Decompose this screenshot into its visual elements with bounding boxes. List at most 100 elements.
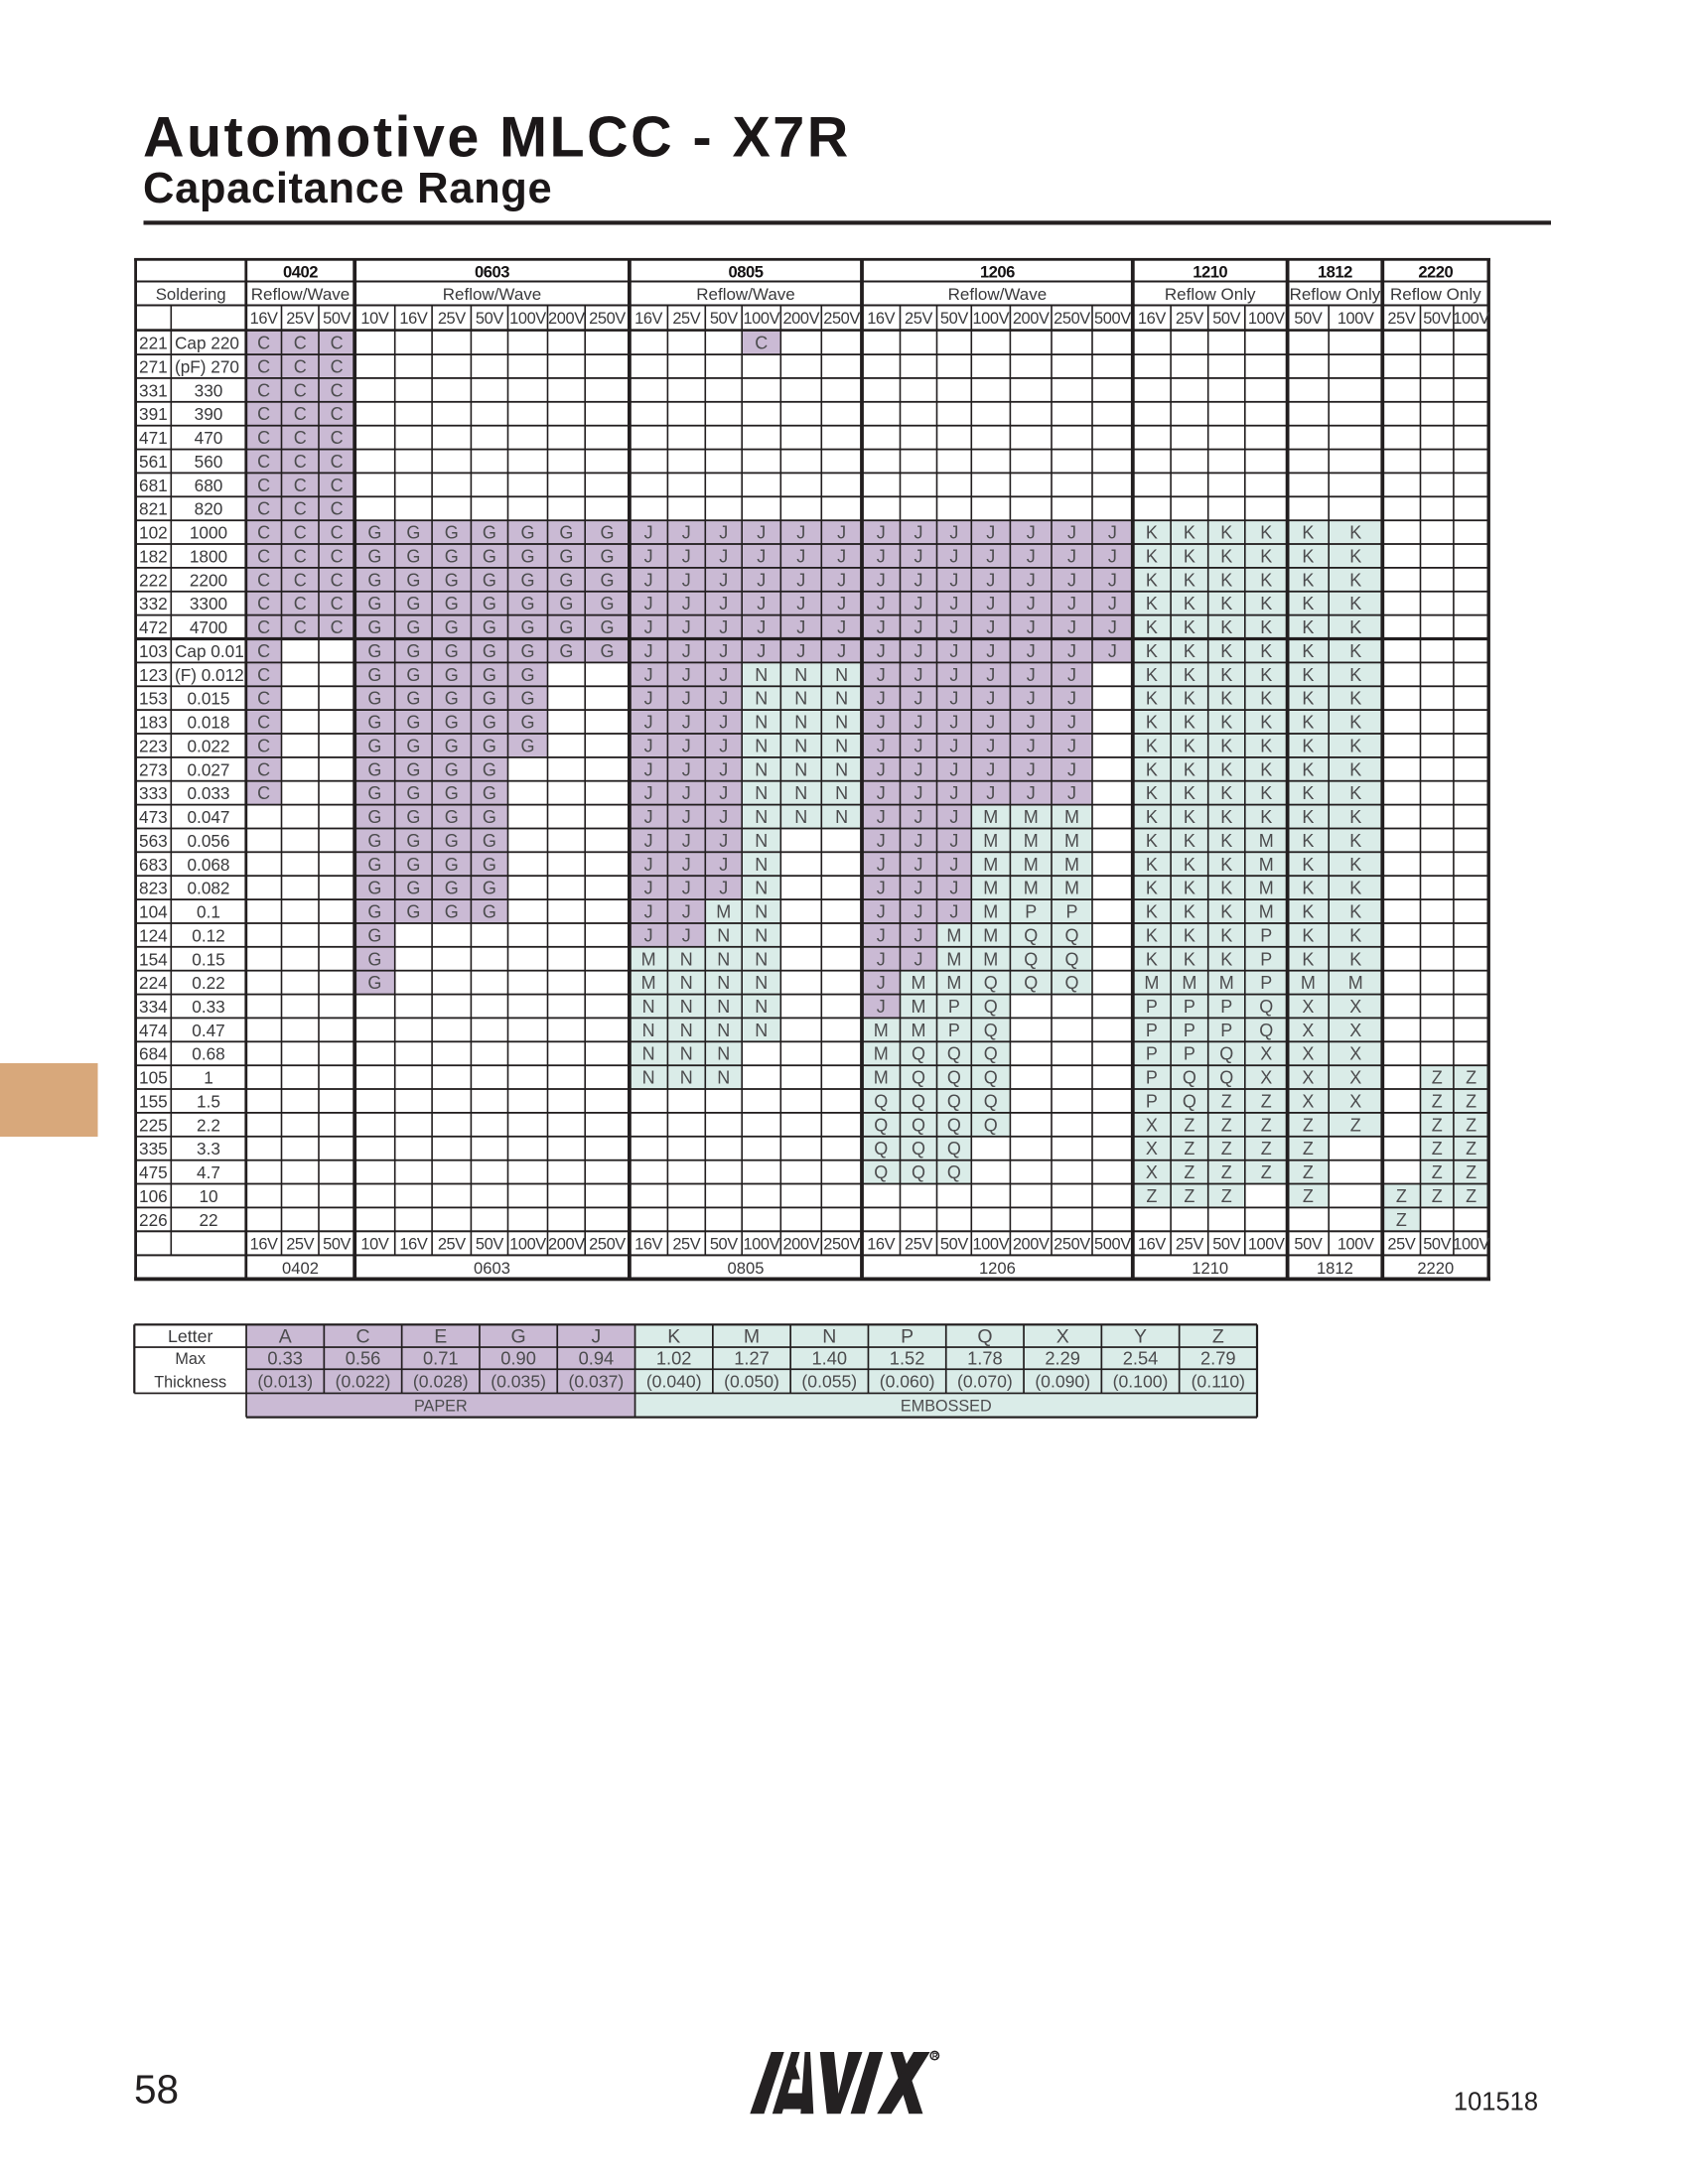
svg-text:Cap 0.01: Cap 0.01 [175,641,244,661]
svg-text:J: J [796,523,805,543]
svg-text:J: J [719,570,728,590]
svg-text:Q: Q [1024,925,1038,945]
svg-text:(0.037): (0.037) [569,1372,625,1392]
svg-text:2.79: 2.79 [1200,1348,1236,1369]
svg-text:P: P [1146,997,1158,1017]
svg-text:200V: 200V [548,1236,585,1254]
svg-text:1.78: 1.78 [967,1348,1003,1369]
svg-text:0.022: 0.022 [187,736,229,755]
svg-text:(0.100): (0.100) [1113,1372,1169,1392]
svg-text:M: M [744,1326,760,1348]
svg-text:50V: 50V [476,1236,503,1254]
svg-text:C: C [257,570,270,590]
svg-text:G: G [483,641,496,661]
svg-text:K: K [1146,689,1158,709]
svg-text:G: G [483,617,496,637]
svg-text:G: G [483,523,496,543]
svg-text:0.33: 0.33 [192,997,224,1017]
svg-text:Q: Q [912,1092,925,1112]
svg-text:J: J [644,689,653,709]
svg-text:N: N [680,1068,693,1088]
svg-text:50V: 50V [1212,310,1240,328]
svg-text:222: 222 [139,570,168,590]
svg-text:G: G [367,570,381,590]
svg-text:G: G [406,783,420,803]
svg-text:K: K [1302,665,1314,685]
svg-text:J: J [1108,570,1117,590]
svg-text:N: N [642,1044,655,1064]
svg-text:N: N [835,665,848,685]
svg-text:Z: Z [1432,1139,1443,1159]
svg-text:X: X [1349,1021,1361,1040]
svg-text:(0.013): (0.013) [257,1372,313,1392]
svg-text:C: C [331,617,344,637]
svg-text:G: G [520,713,534,733]
svg-text:C: C [331,452,344,472]
svg-text:G: G [445,759,459,779]
svg-text:J: J [949,594,958,614]
svg-text:K: K [1184,759,1196,779]
svg-text:K: K [1349,949,1361,969]
svg-text:P: P [1260,949,1272,969]
svg-text:G: G [445,879,459,898]
svg-text:C: C [331,594,344,614]
svg-text:4700: 4700 [190,617,227,637]
svg-text:M: M [1301,973,1316,993]
svg-text:Q: Q [984,1021,998,1040]
svg-text:K: K [1184,665,1196,685]
svg-text:16V: 16V [250,1236,278,1254]
svg-text:J: J [1067,547,1076,567]
svg-text:684: 684 [139,1044,168,1064]
svg-text:G: G [445,641,459,661]
svg-text:J: J [719,594,728,614]
svg-text:273: 273 [139,759,168,779]
svg-text:C: C [294,523,307,543]
svg-text:M: M [1259,902,1274,922]
svg-text:M: M [1144,973,1159,993]
svg-text:M: M [983,879,998,898]
svg-text:Z: Z [1261,1115,1272,1135]
svg-text:J: J [986,594,995,614]
svg-text:0.082: 0.082 [187,879,229,898]
svg-text:P: P [1220,1021,1232,1040]
svg-text:K: K [1260,807,1272,827]
svg-text:Z: Z [1466,1162,1477,1182]
svg-text:K: K [1349,570,1361,590]
svg-text:K: K [1260,736,1272,755]
svg-text:100V: 100V [1248,310,1285,328]
svg-text:J: J [644,783,653,803]
svg-text:N: N [717,1044,730,1064]
svg-text:N: N [717,1021,730,1040]
svg-text:G: G [600,617,614,637]
svg-text:J: J [986,665,995,685]
svg-text:G: G [367,973,381,993]
svg-text:C: C [257,689,270,709]
svg-text:K: K [1220,641,1232,661]
svg-text:Z: Z [1184,1162,1195,1182]
svg-text:G: G [445,617,459,637]
svg-text:333: 333 [139,783,168,803]
svg-text:G: G [559,617,573,637]
svg-text:200V: 200V [782,1236,819,1254]
svg-text:C: C [294,547,307,567]
svg-text:Q: Q [1183,1068,1196,1088]
svg-text:M: M [716,902,731,922]
svg-text:N: N [835,689,848,709]
svg-text:K: K [1260,641,1272,661]
svg-text:1.40: 1.40 [812,1348,848,1369]
svg-text:0.15: 0.15 [192,949,224,969]
svg-text:X: X [1146,1162,1158,1182]
svg-text:P: P [1025,902,1037,922]
svg-text:335: 335 [139,1139,168,1159]
svg-text:823: 823 [139,879,168,898]
svg-text:M: M [1024,879,1039,898]
svg-text:G: G [520,547,534,567]
svg-text:P: P [948,997,960,1017]
svg-text:N: N [835,759,848,779]
svg-text:J: J [1067,783,1076,803]
svg-text:J: J [986,641,995,661]
svg-text:Q: Q [1259,1021,1273,1040]
svg-text:N: N [794,713,807,733]
svg-text:J: J [644,807,653,827]
svg-text:Z: Z [1146,1186,1157,1206]
